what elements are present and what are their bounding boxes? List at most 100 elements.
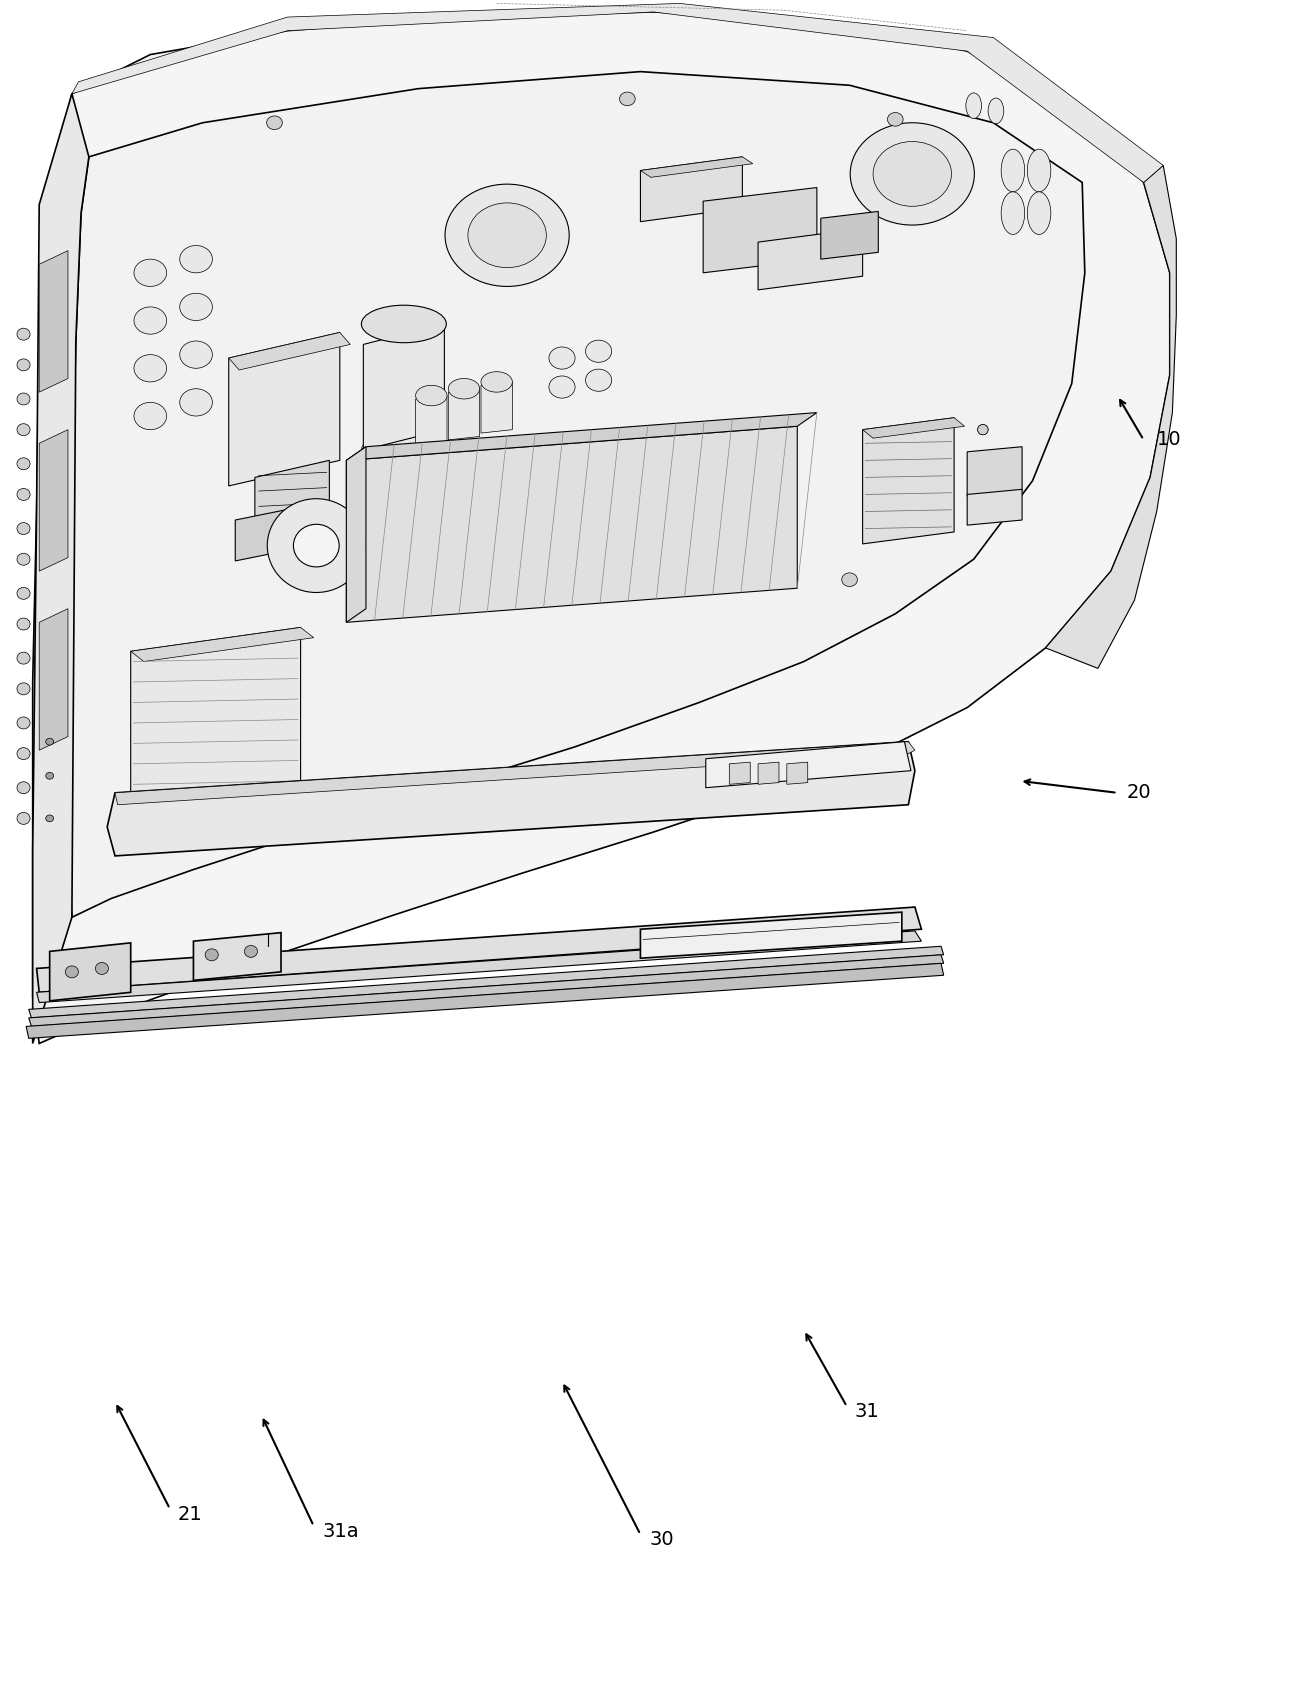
Ellipse shape — [17, 552, 30, 566]
Polygon shape — [131, 627, 301, 812]
Ellipse shape — [46, 738, 54, 745]
Ellipse shape — [448, 379, 480, 399]
Ellipse shape — [850, 123, 974, 225]
Ellipse shape — [179, 246, 212, 273]
Polygon shape — [235, 505, 311, 561]
Ellipse shape — [966, 94, 982, 119]
Polygon shape — [68, 72, 1085, 917]
Ellipse shape — [549, 375, 575, 397]
Polygon shape — [863, 418, 965, 438]
Ellipse shape — [468, 203, 546, 268]
Polygon shape — [1046, 165, 1176, 668]
Ellipse shape — [361, 431, 447, 469]
Ellipse shape — [17, 358, 30, 370]
Ellipse shape — [179, 293, 212, 321]
Polygon shape — [107, 742, 915, 856]
Ellipse shape — [17, 619, 30, 629]
Polygon shape — [193, 933, 281, 980]
Polygon shape — [72, 3, 1163, 182]
Ellipse shape — [586, 341, 612, 363]
Polygon shape — [729, 762, 750, 784]
Ellipse shape — [1027, 150, 1051, 193]
Ellipse shape — [17, 682, 30, 696]
Ellipse shape — [293, 525, 339, 566]
Text: 21: 21 — [178, 1504, 203, 1524]
Ellipse shape — [17, 812, 30, 824]
Polygon shape — [33, 94, 89, 1043]
Ellipse shape — [65, 965, 78, 979]
Ellipse shape — [444, 184, 570, 286]
Polygon shape — [481, 382, 512, 433]
Polygon shape — [758, 228, 863, 290]
Ellipse shape — [133, 307, 167, 334]
Ellipse shape — [179, 389, 212, 416]
Polygon shape — [229, 332, 350, 370]
Ellipse shape — [133, 402, 167, 430]
Polygon shape — [29, 955, 944, 1026]
Ellipse shape — [46, 772, 54, 779]
Ellipse shape — [988, 97, 1004, 123]
Ellipse shape — [416, 385, 447, 406]
Polygon shape — [50, 943, 131, 1001]
Text: 30: 30 — [650, 1529, 674, 1550]
Polygon shape — [29, 946, 944, 1018]
Ellipse shape — [437, 590, 452, 604]
Ellipse shape — [1027, 193, 1051, 234]
Polygon shape — [346, 447, 366, 622]
Polygon shape — [821, 211, 878, 259]
Ellipse shape — [1001, 193, 1025, 234]
Polygon shape — [448, 389, 480, 440]
Polygon shape — [703, 188, 817, 273]
Ellipse shape — [17, 522, 30, 535]
Polygon shape — [758, 762, 779, 784]
Text: 20: 20 — [1127, 783, 1151, 803]
Ellipse shape — [133, 259, 167, 286]
Text: 10: 10 — [1157, 430, 1182, 450]
Ellipse shape — [17, 653, 30, 665]
Ellipse shape — [361, 305, 447, 343]
Ellipse shape — [17, 327, 30, 341]
Polygon shape — [33, 12, 1170, 1043]
Polygon shape — [416, 396, 447, 447]
Text: 31a: 31a — [323, 1521, 359, 1541]
Polygon shape — [39, 251, 68, 392]
Ellipse shape — [842, 573, 857, 587]
Polygon shape — [640, 157, 753, 177]
Ellipse shape — [17, 747, 30, 759]
Ellipse shape — [620, 92, 635, 106]
Ellipse shape — [244, 945, 257, 958]
Polygon shape — [37, 907, 921, 992]
Text: 31: 31 — [855, 1402, 880, 1422]
Ellipse shape — [95, 962, 108, 975]
Ellipse shape — [17, 489, 30, 501]
Ellipse shape — [179, 341, 212, 368]
Polygon shape — [363, 324, 444, 450]
Ellipse shape — [586, 368, 612, 390]
Ellipse shape — [17, 587, 30, 598]
Polygon shape — [37, 931, 921, 1003]
Ellipse shape — [46, 815, 54, 822]
Ellipse shape — [205, 948, 218, 960]
Ellipse shape — [133, 355, 167, 382]
Polygon shape — [115, 742, 915, 805]
Ellipse shape — [873, 142, 951, 206]
Polygon shape — [255, 460, 329, 529]
Ellipse shape — [481, 372, 512, 392]
Polygon shape — [39, 609, 68, 750]
Ellipse shape — [978, 425, 988, 435]
Ellipse shape — [17, 716, 30, 728]
Ellipse shape — [1001, 150, 1025, 193]
Polygon shape — [787, 762, 808, 784]
Polygon shape — [863, 418, 954, 544]
Polygon shape — [346, 413, 817, 460]
Polygon shape — [131, 627, 314, 662]
Polygon shape — [967, 489, 1022, 525]
Polygon shape — [229, 332, 340, 486]
Ellipse shape — [549, 348, 575, 368]
Ellipse shape — [17, 394, 30, 406]
Polygon shape — [967, 447, 1022, 496]
Polygon shape — [346, 426, 797, 622]
Polygon shape — [640, 157, 742, 222]
Ellipse shape — [267, 498, 365, 592]
Polygon shape — [706, 742, 911, 788]
